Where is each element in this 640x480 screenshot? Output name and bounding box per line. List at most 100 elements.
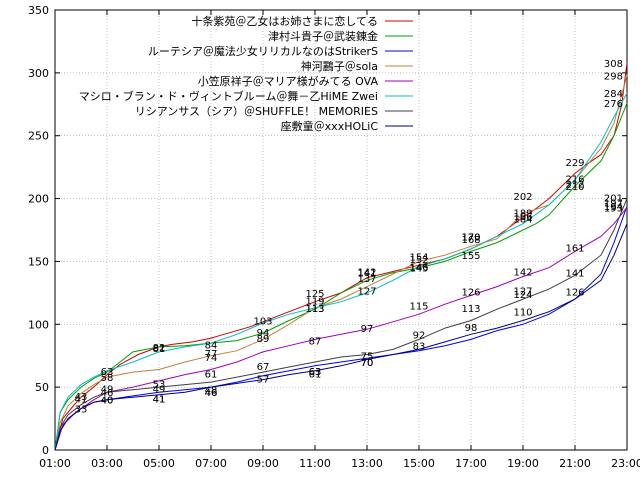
legend-label-7: リシアンサス（シア）＠SHUFFLE！ MEMORIES — [135, 105, 378, 118]
data-label: 184 — [513, 215, 532, 226]
data-label: 89 — [257, 334, 270, 345]
data-label: 63 — [309, 367, 322, 378]
y-tick-label: 300 — [28, 67, 49, 80]
data-label: 126 — [565, 288, 584, 299]
data-label: 75 — [361, 352, 374, 363]
data-label: 141 — [357, 269, 376, 280]
data-label: 189 — [513, 208, 532, 219]
data-label: 40 — [101, 396, 114, 407]
legend-label-2: 津村斗貴子＠武装錬金 — [268, 29, 378, 43]
data-label: 124 — [513, 290, 532, 301]
data-label: 229 — [565, 158, 584, 169]
data-label: 43 — [75, 392, 88, 403]
legend-label-6: マシロ・ブラン・ド・ヴィントブルーム＠舞－乙HiME Zwei — [79, 89, 378, 103]
data-label: 152 — [409, 255, 428, 266]
x-tick-label: 03:00 — [91, 457, 123, 470]
data-label: 53 — [153, 379, 166, 390]
y-tick-label: 100 — [28, 318, 49, 331]
data-label: 284 — [604, 89, 623, 100]
data-label: 194 — [604, 202, 623, 213]
data-label: 83 — [413, 342, 426, 353]
data-label: 298 — [604, 71, 623, 82]
x-tick-label: 21:00 — [559, 457, 591, 470]
data-label: 115 — [409, 301, 428, 312]
data-label: 81 — [153, 344, 166, 355]
data-label: 146 — [409, 262, 428, 273]
data-label: 125 — [305, 289, 324, 300]
y-tick-label: 200 — [28, 193, 49, 206]
legend: 十条紫苑＠乙女はお姉さまに恋してる津村斗貴子＠武装錬金ルーテシア＠魔法少女リリカ… — [79, 14, 413, 133]
y-tick-label: 250 — [28, 130, 49, 143]
data-label: 155 — [461, 251, 480, 262]
data-label: 210 — [565, 182, 584, 193]
data-label: 46 — [205, 388, 218, 399]
data-label: 61 — [205, 369, 218, 380]
x-tick-label: 23:00 — [611, 457, 640, 470]
data-label: 141 — [565, 269, 584, 280]
data-label: 142 — [357, 267, 376, 278]
data-label: 137 — [357, 274, 376, 285]
data-label: 161 — [565, 244, 584, 255]
x-tick-label: 11:00 — [299, 457, 331, 470]
data-label: 170 — [461, 232, 480, 243]
x-tick-label: 05:00 — [143, 457, 175, 470]
data-label: 197 — [604, 198, 623, 209]
data-label: 98 — [465, 323, 478, 334]
legend-label-4: 神河鸝子＠sola — [301, 59, 378, 73]
x-tick-label: 01:00 — [39, 457, 71, 470]
data-label: 119 — [305, 296, 324, 307]
data-label: 103 — [253, 317, 272, 328]
data-label: 70 — [361, 358, 374, 369]
data-label: 46 — [205, 388, 218, 399]
data-label: 41 — [75, 394, 88, 405]
x-tick-label: 07:00 — [195, 457, 227, 470]
data-label: 113 — [461, 304, 480, 315]
data-label: 48 — [205, 386, 218, 397]
data-label: 49 — [153, 384, 166, 395]
data-label: 74 — [205, 353, 218, 364]
x-tick-label: 17:00 — [455, 457, 487, 470]
data-label: 67 — [257, 362, 270, 373]
series-line-8 — [54, 223, 628, 451]
data-label: 127 — [513, 286, 532, 297]
data-label: 41 — [153, 394, 166, 405]
data-label: 63 — [309, 367, 322, 378]
series-line-6 — [54, 92, 628, 451]
data-label: 41 — [153, 394, 166, 405]
x-tick-label: 15:00 — [403, 457, 435, 470]
y-tick-label: 50 — [35, 381, 49, 394]
data-label: 126 — [461, 288, 480, 299]
data-label: 97 — [361, 324, 374, 335]
data-label: 61 — [309, 369, 322, 380]
data-label: 216 — [565, 174, 584, 185]
data-label: 276 — [604, 99, 623, 110]
grid-lines — [55, 10, 627, 450]
data-label: 170 — [461, 232, 480, 243]
data-label: 127 — [357, 286, 376, 297]
legend-label-1: 十条紫苑＠乙女はお姉さまに恋してる — [191, 14, 378, 28]
data-label: 87 — [309, 337, 322, 348]
legend-label-3: ルーテシア＠魔法少女リリカルなのはStrikerS — [148, 44, 378, 58]
data-label: 57 — [257, 374, 270, 385]
series-line-2 — [54, 102, 628, 451]
data-label: 40 — [101, 396, 114, 407]
data-label: 110 — [513, 308, 532, 319]
y-tick-label: 350 — [28, 4, 49, 17]
data-label: 82 — [153, 343, 166, 354]
y-axis-ticks: 0 50 100 150 200 250 300 350 — [28, 4, 627, 457]
x-tick-label: 13:00 — [351, 457, 383, 470]
data-label: 46 — [101, 388, 114, 399]
data-label: 84 — [205, 340, 218, 351]
data-label: 92 — [413, 330, 426, 341]
data-label: 154 — [409, 252, 428, 263]
data-label: 201 — [604, 193, 623, 204]
data-label: 193 — [604, 203, 623, 214]
series-line-5 — [54, 207, 628, 451]
series-line-1 — [54, 62, 628, 451]
data-label: 94 — [257, 328, 270, 339]
data-label: 145 — [409, 264, 428, 275]
data-label: 142 — [513, 267, 532, 278]
data-label: 202 — [513, 192, 532, 203]
